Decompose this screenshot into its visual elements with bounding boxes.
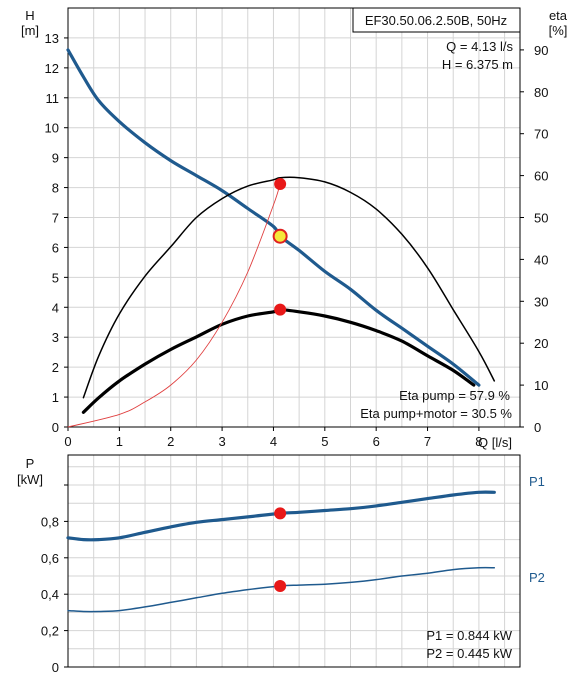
p-axis-label: P bbox=[26, 456, 35, 471]
bottom-plot-frame bbox=[67, 454, 521, 668]
y-left-tick-label: 0 bbox=[52, 420, 59, 435]
y-left-tick-label: 9 bbox=[52, 151, 59, 166]
p-tick-label: 0,2 bbox=[41, 624, 59, 639]
y-right-tick-label: 20 bbox=[534, 336, 548, 351]
y-right-tick-label: 80 bbox=[534, 85, 548, 100]
y-left-tick-label: 8 bbox=[52, 181, 59, 196]
y-left-label-h: H bbox=[25, 8, 34, 23]
eta-pump-curve bbox=[82, 176, 496, 399]
duty-point-marker bbox=[272, 228, 288, 244]
annotation-eta-pump: Eta pump = 57.9 % bbox=[399, 388, 510, 403]
series-label-p1: P1 bbox=[529, 474, 545, 489]
annotation-eta-motor: Eta pump+motor = 30.5 % bbox=[360, 406, 512, 421]
x-tick-label: 6 bbox=[373, 434, 380, 449]
bottom-markers bbox=[274, 507, 287, 593]
y-left-tick-label: 11 bbox=[46, 91, 60, 106]
y-left-tick-label: 1 bbox=[52, 390, 59, 405]
chart-title: EF30.50.06.2.50B, 50Hz bbox=[365, 13, 507, 28]
y-left-tick-label: 10 bbox=[45, 121, 59, 136]
x-tick-label: 1 bbox=[116, 434, 123, 449]
y-right-tick-label: 60 bbox=[534, 169, 548, 184]
bottom-tick-labels: 0 0,2 0,4 0,6 0,8 bbox=[41, 484, 68, 675]
p-tick-label: 0,8 bbox=[41, 514, 59, 529]
y-left-tick-label: 13 bbox=[45, 31, 59, 46]
y-left-tick-label: 7 bbox=[52, 211, 59, 226]
x-tick-label: 7 bbox=[424, 434, 431, 449]
y-right-tick-label: 90 bbox=[534, 43, 548, 58]
y-right-tick-label: 30 bbox=[534, 294, 548, 309]
y-left-label-unit: [m] bbox=[21, 23, 39, 38]
x-tick-label: 8 bbox=[475, 434, 482, 449]
p-axis-unit: [kW] bbox=[17, 472, 43, 487]
y-right-tick-label: 0 bbox=[534, 420, 541, 435]
eta-reference-curve bbox=[67, 183, 281, 428]
operating-point-marker bbox=[274, 303, 287, 316]
x-tick-label: 4 bbox=[270, 434, 277, 449]
x-tick-label: 0 bbox=[64, 434, 71, 449]
series-label-p2: P2 bbox=[529, 570, 545, 585]
x-axis-label: Q [l/s] bbox=[478, 435, 512, 450]
x-tick-label: 3 bbox=[218, 434, 225, 449]
y-right-tick-label: 40 bbox=[534, 252, 548, 267]
x-tick-label: 5 bbox=[321, 434, 328, 449]
head-curve bbox=[66, 48, 481, 387]
p-tick-label: 0,6 bbox=[41, 551, 59, 566]
p-tick-label: 0,4 bbox=[41, 587, 59, 602]
y-left-tick-label: 12 bbox=[45, 61, 59, 76]
y-right-tick-label: 50 bbox=[534, 211, 548, 226]
annotation-p2: P2 = 0.445 kW bbox=[426, 646, 512, 661]
y-left-tick-label: 5 bbox=[52, 270, 59, 285]
x-tick-label: 2 bbox=[167, 434, 174, 449]
annotation-h: H = 6.375 m bbox=[442, 57, 513, 72]
title-box bbox=[352, 7, 521, 33]
y-right-label-unit: [%] bbox=[549, 23, 568, 38]
annotation-p1: P1 = 0.844 kW bbox=[426, 628, 512, 643]
annotation-q: Q = 4.13 l/s bbox=[446, 39, 513, 54]
p-tick-label: 0 bbox=[52, 660, 59, 675]
power-point-marker bbox=[274, 507, 287, 520]
y-left-tick-label: 6 bbox=[52, 240, 59, 255]
y-left-tick-label: 3 bbox=[52, 330, 59, 345]
y-right-tick-label: 10 bbox=[534, 378, 548, 393]
top-markers bbox=[272, 177, 288, 316]
bottom-grid bbox=[68, 455, 520, 667]
y-left-tick-label: 4 bbox=[52, 300, 59, 315]
power-point-marker bbox=[274, 580, 287, 593]
y-left-tick-label: 2 bbox=[52, 360, 59, 375]
operating-point-marker bbox=[274, 177, 287, 190]
y-right-tick-label: 70 bbox=[534, 127, 548, 142]
y-right-label-eta: eta bbox=[549, 8, 568, 23]
